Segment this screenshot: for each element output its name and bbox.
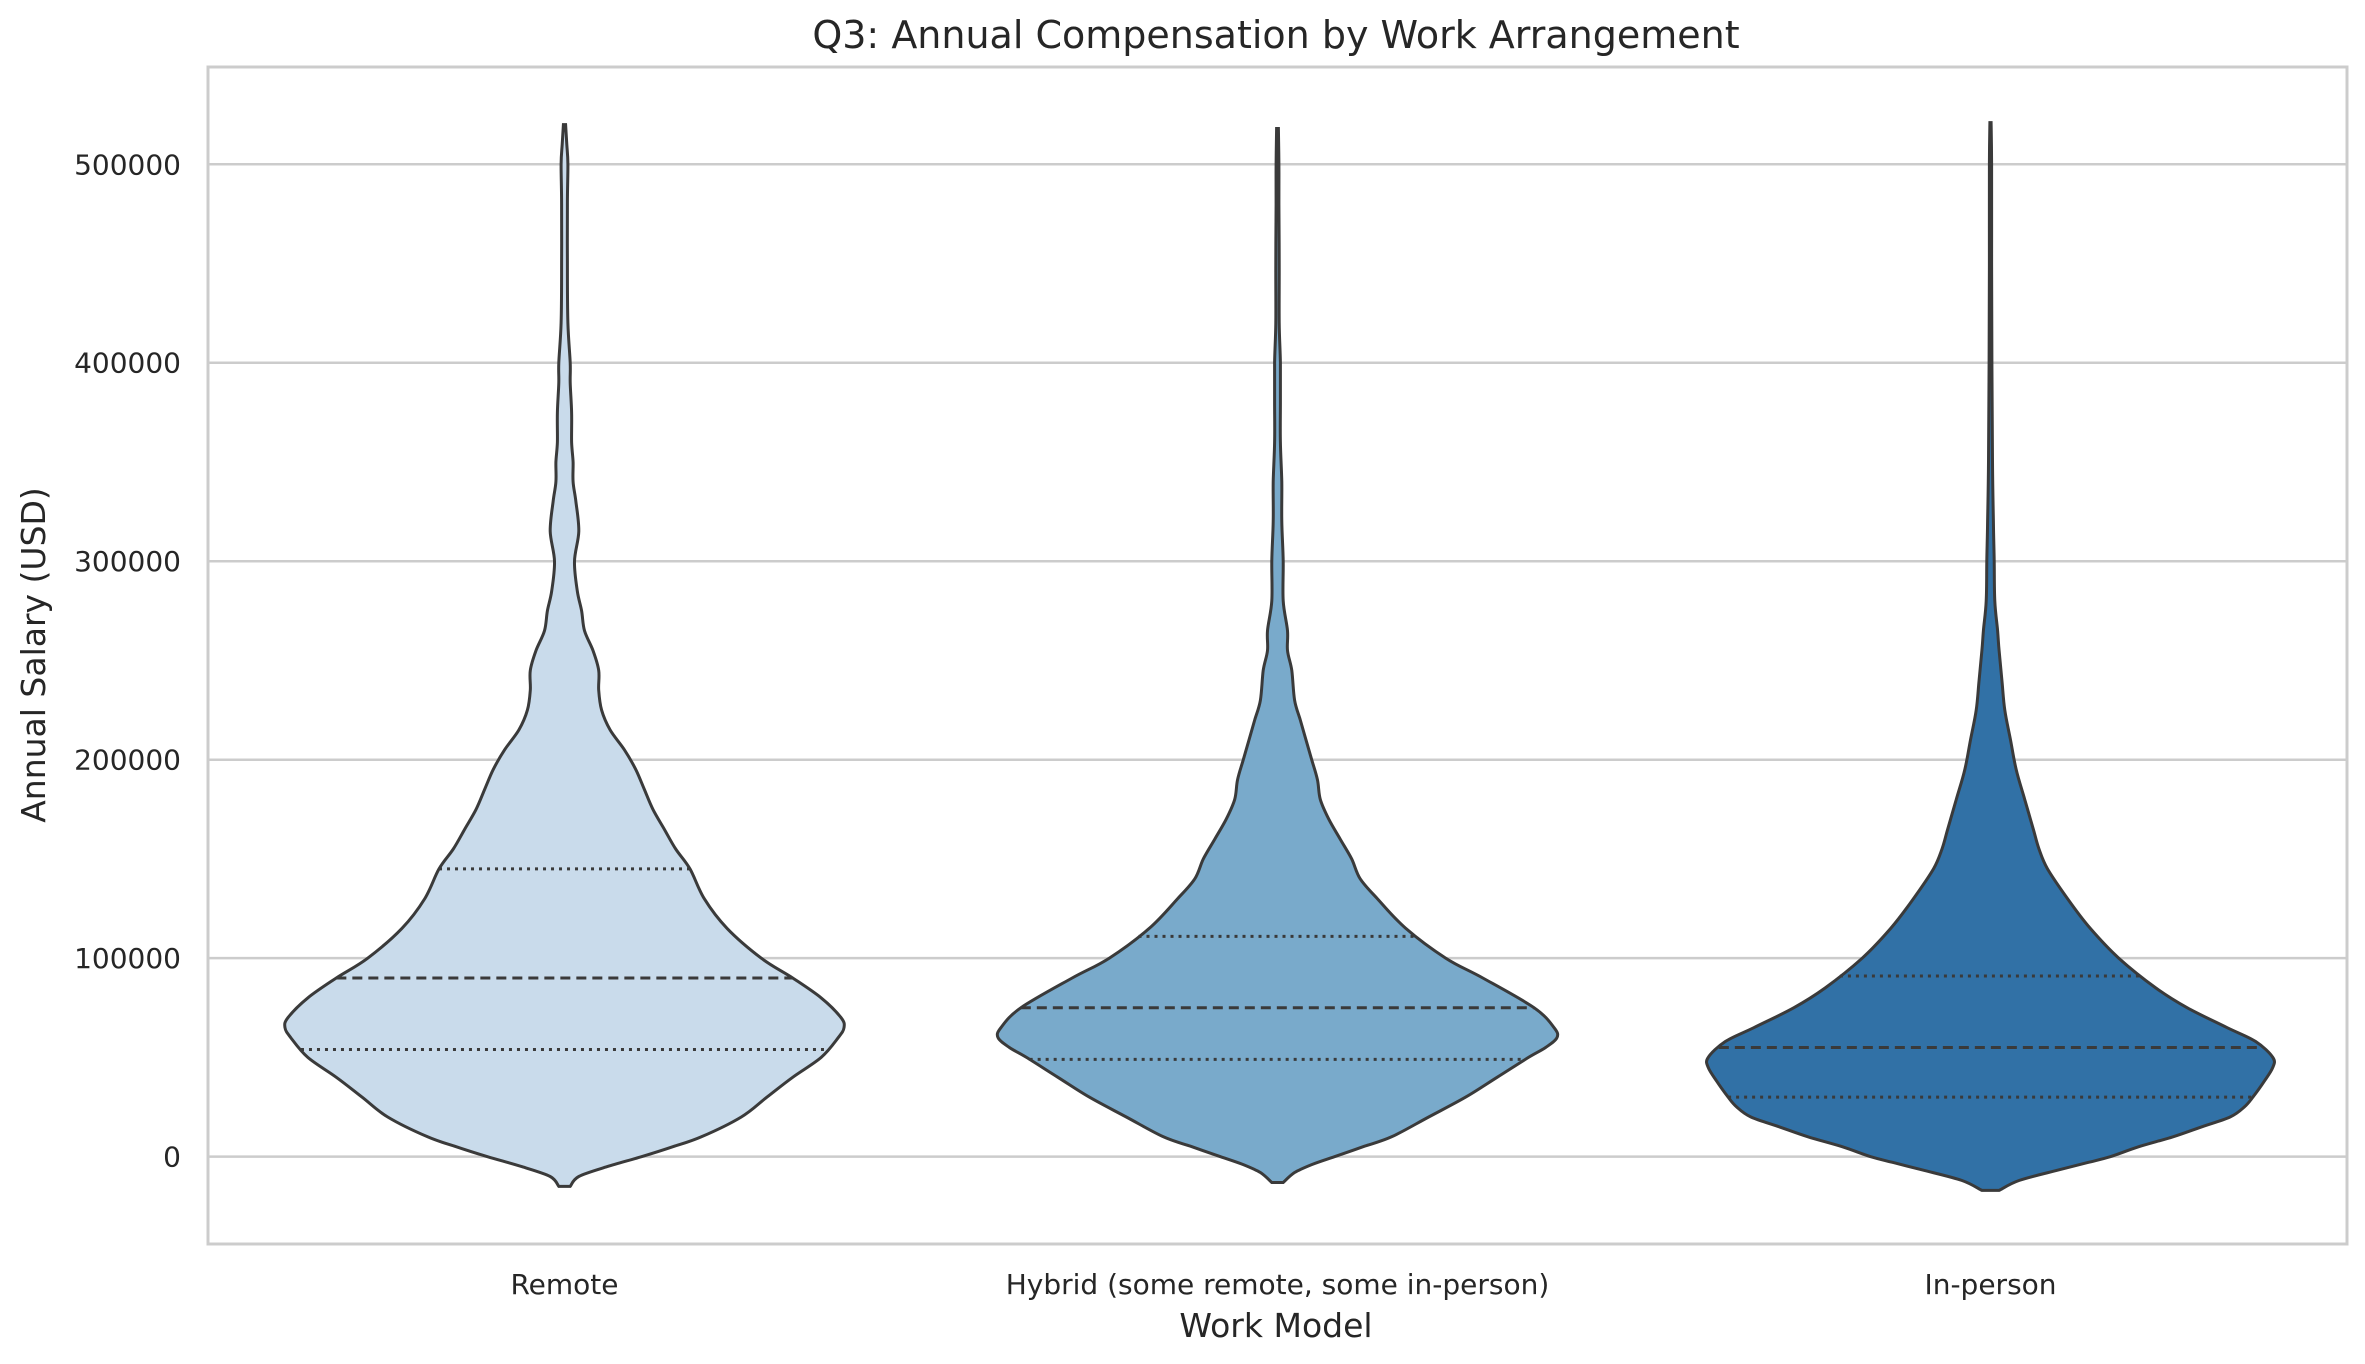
y-tick-label: 400000 (74, 347, 181, 380)
violin-group (995, 127, 1560, 1184)
y-tick-label: 300000 (74, 545, 181, 578)
y-tick-label: 200000 (74, 744, 181, 777)
violin-group (283, 123, 846, 1188)
chart-title: Q3: Annual Compensation by Work Arrangem… (812, 13, 1739, 57)
y-tick-label: 100000 (74, 942, 181, 975)
y-axis-ticks: 0 100000 200000 300000 400000 500000 (74, 148, 181, 1173)
violins (283, 121, 2276, 1192)
y-axis-label: Annual Salary (USD) (14, 487, 53, 823)
violin-body (283, 123, 846, 1188)
x-axis-label: Work Model (1179, 1306, 1372, 1345)
violin-body (1705, 121, 2276, 1192)
y-tick-label: 500000 (74, 148, 181, 181)
x-tick-label: Hybrid (some remote, some in-person) (1006, 1268, 1550, 1301)
x-tick-label: Remote (510, 1268, 618, 1301)
violin-group (1705, 121, 2276, 1192)
x-axis-ticks: Remote Hybrid (some remote, some in-perso… (510, 1268, 2056, 1301)
x-tick-label: In-person (1924, 1268, 2056, 1301)
violin-body (995, 127, 1560, 1184)
y-tick-label: 0 (163, 1141, 181, 1174)
plot-frame (206, 65, 2349, 1246)
